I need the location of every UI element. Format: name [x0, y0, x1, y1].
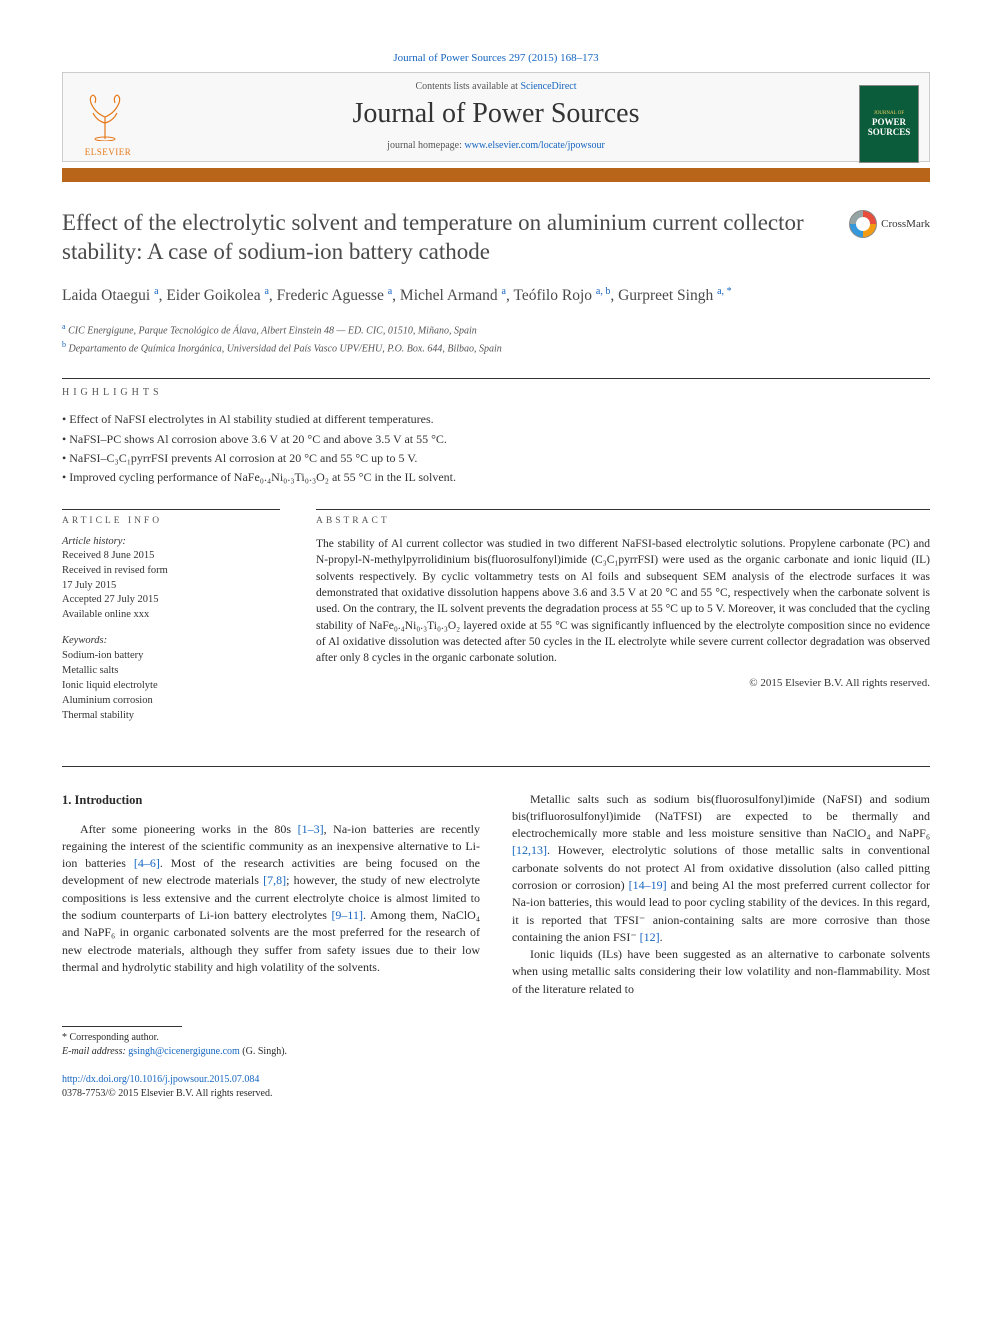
journal-name: Journal of Power Sources [63, 96, 929, 136]
contents-available-line: Contents lists available at ScienceDirec… [63, 73, 929, 96]
cover-top-text: JOURNAL OF [874, 111, 904, 116]
affiliation-a: CIC Energigune, Parque Tecnológico de Ál… [68, 325, 477, 336]
author[interactable]: Michel Armand [400, 287, 498, 304]
history-label: Article history: [62, 536, 280, 547]
author[interactable]: Laida Otaegui [62, 287, 150, 304]
author[interactable]: Frederic Aguesse [277, 287, 384, 304]
history-line: Available online xxx [62, 608, 280, 623]
divider [62, 1026, 182, 1027]
ref-link[interactable]: [12,13] [512, 843, 547, 857]
homepage-line: journal homepage: www.elsevier.com/locat… [63, 136, 929, 161]
issn-copyright: 0378-7753/© 2015 Elsevier B.V. All right… [62, 1087, 930, 1101]
divider [62, 378, 930, 379]
keyword: Metallic salts [62, 663, 280, 678]
citation-link[interactable]: Journal of Power Sources 297 (2015) 168–… [393, 52, 598, 64]
homepage-link[interactable]: www.elsevier.com/locate/jpowsour [464, 140, 604, 151]
article-title: Effect of the electrolytic solvent and t… [62, 208, 930, 267]
divider [62, 509, 280, 510]
corresponding-author-footer: * Corresponding author. E-mail address: … [62, 1026, 930, 1059]
sciencedirect-link[interactable]: ScienceDirect [520, 81, 576, 92]
elsevier-wordmark: ELSEVIER [77, 147, 139, 157]
intro-para-3: Ionic liquids (ILs) have been suggested … [512, 946, 930, 998]
keyword: Aluminium corrosion [62, 693, 280, 708]
abstract-text: The stability of Al current collector wa… [316, 536, 930, 667]
divider [316, 509, 930, 510]
crossmark-widget[interactable]: CrossMark [849, 210, 930, 238]
author[interactable]: Gurpreet Singh [618, 287, 713, 304]
ref-link[interactable]: [4–6] [134, 856, 160, 870]
history-line: Received in revised form [62, 564, 280, 579]
highlight-item: NaFSI–PC shows Al corrosion above 3.6 V … [62, 430, 930, 449]
affiliations: a CIC Energigune, Parque Tecnológico de … [62, 321, 930, 357]
highlight-item: Effect of NaFSI electrolytes in Al stabi… [62, 410, 930, 429]
author[interactable]: Eider Goikolea [166, 287, 260, 304]
crossmark-label: CrossMark [881, 218, 930, 230]
contents-prefix: Contents lists available at [415, 81, 520, 92]
email-link[interactable]: gsingh@cicenergigune.com [128, 1046, 240, 1057]
abstract-copyright: © 2015 Elsevier B.V. All rights reserved… [316, 677, 930, 689]
abstract-block: ABSTRACT The stability of Al current col… [316, 509, 930, 736]
keyword: Sodium-ion battery [62, 648, 280, 663]
ref-link[interactable]: [1–3] [298, 822, 324, 836]
accent-bar [62, 168, 930, 182]
intro-para-1: After some pioneering works in the 80s [… [62, 821, 480, 976]
doi-link[interactable]: http://dx.doi.org/10.1016/j.jpowsour.201… [62, 1074, 259, 1085]
highlights-label: HIGHLIGHTS [62, 387, 930, 398]
journal-cover-thumbnail[interactable]: JOURNAL OF POWER SOURCES [859, 85, 919, 163]
author[interactable]: Teófilo Rojo [513, 287, 592, 304]
abstract-label: ABSTRACT [316, 516, 930, 526]
highlight-item: Improved cycling performance of NaFe₀.₄N… [62, 468, 930, 487]
ref-link[interactable]: [14–19] [629, 878, 667, 892]
affiliation-b: Departamento de Química Inorgánica, Univ… [69, 343, 502, 354]
history-line: 17 July 2015 [62, 579, 280, 594]
cover-main-text: POWER SOURCES [864, 118, 914, 138]
history-line: Received 8 June 2015 [62, 549, 280, 564]
article-info-label: ARTICLE INFO [62, 516, 280, 526]
author-list: Laida Otaegui a, Eider Goikolea a, Frede… [62, 285, 930, 307]
ref-link[interactable]: [7,8] [263, 873, 286, 887]
crossmark-icon [849, 210, 877, 238]
keyword: Ionic liquid electrolyte [62, 678, 280, 693]
article-body: 1. Introduction After some pioneering wo… [62, 791, 930, 998]
highlights-section: HIGHLIGHTS Effect of NaFSI electrolytes … [62, 378, 930, 487]
homepage-prefix: journal homepage: [387, 140, 464, 151]
journal-header: ELSEVIER Contents lists available at Sci… [62, 72, 930, 162]
citation-line: Journal of Power Sources 297 (2015) 168–… [62, 52, 930, 64]
ref-link[interactable]: [9–11] [331, 908, 363, 922]
ref-link[interactable]: [12] [640, 930, 660, 944]
elsevier-tree-icon [77, 93, 133, 141]
divider [62, 766, 930, 767]
history-line: Accepted 27 July 2015 [62, 593, 280, 608]
elsevier-logo[interactable]: ELSEVIER [77, 93, 139, 163]
keyword: Thermal stability [62, 708, 280, 723]
keywords-label: Keywords: [62, 635, 280, 646]
highlight-item: NaFSI–C₃C₁pyrrFSI prevents Al corrosion … [62, 449, 930, 468]
email-suffix: (G. Singh). [240, 1046, 287, 1057]
doi-footer: http://dx.doi.org/10.1016/j.jpowsour.201… [62, 1073, 930, 1101]
intro-para-2: Metallic salts such as sodium bis(fluoro… [512, 791, 930, 946]
corresponding-label: * Corresponding author. [62, 1031, 930, 1045]
section-heading-introduction: 1. Introduction [62, 791, 480, 809]
article-info-block: ARTICLE INFO Article history: Received 8… [62, 509, 280, 736]
email-label: E-mail address: [62, 1046, 128, 1057]
